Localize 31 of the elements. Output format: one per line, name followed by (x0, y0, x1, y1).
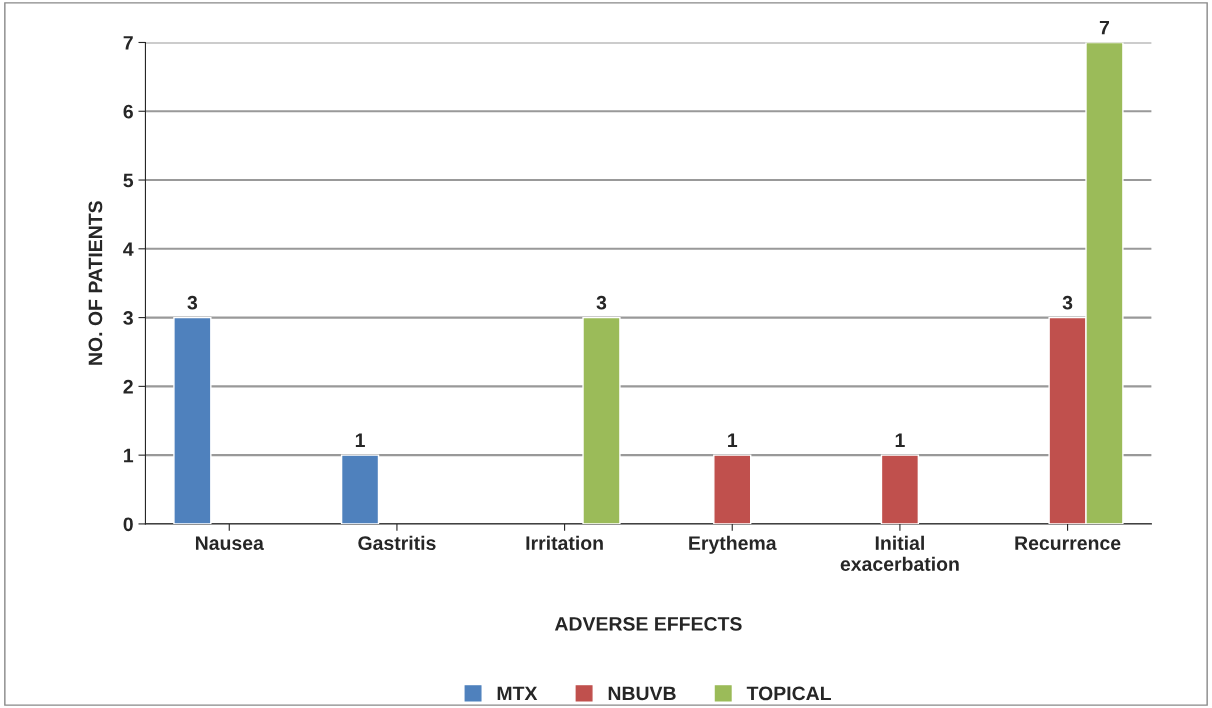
x-tick-label: Nausea (195, 536, 264, 551)
data-label: 3 (187, 295, 198, 310)
x-tick-label: Recurrence (1015, 536, 1121, 551)
data-label: 3 (596, 295, 607, 310)
x-tick-label: Gastritis (358, 535, 436, 551)
data-label: 1 (895, 433, 905, 447)
y-tick-label: 4 (123, 242, 134, 256)
data-label: 7 (1099, 20, 1110, 35)
y-axis-title: NO. OF PATIENTS (88, 201, 103, 365)
y-tick-label: 5 (123, 173, 134, 188)
y-tick-label: 7 (123, 36, 133, 50)
y-tick-label: 1 (124, 448, 134, 463)
data-label: 1 (728, 433, 738, 447)
bar (582, 316, 621, 524)
data-label: 1 (355, 433, 365, 447)
y-tick-label: 0 (123, 517, 133, 532)
x-tick-label: Initial exacerbation (840, 535, 959, 571)
x-tick-label: Erythema (689, 535, 777, 554)
bar (340, 454, 380, 524)
y-tick-label: 2 (123, 379, 133, 394)
x-axis-title: ADVERSE EFFECTS (554, 616, 742, 631)
y-tick-label: 6 (123, 104, 133, 119)
bar (173, 316, 212, 524)
legend-label: TOPICAL (746, 686, 831, 701)
x-tick-label: Irritation (526, 535, 603, 551)
bar (713, 454, 752, 524)
legend-label: MTX (497, 686, 538, 701)
legend-label: NBUVB (608, 686, 676, 701)
data-label: 3 (1062, 295, 1073, 310)
y-tick-label: 3 (123, 311, 133, 325)
bar (880, 454, 920, 524)
